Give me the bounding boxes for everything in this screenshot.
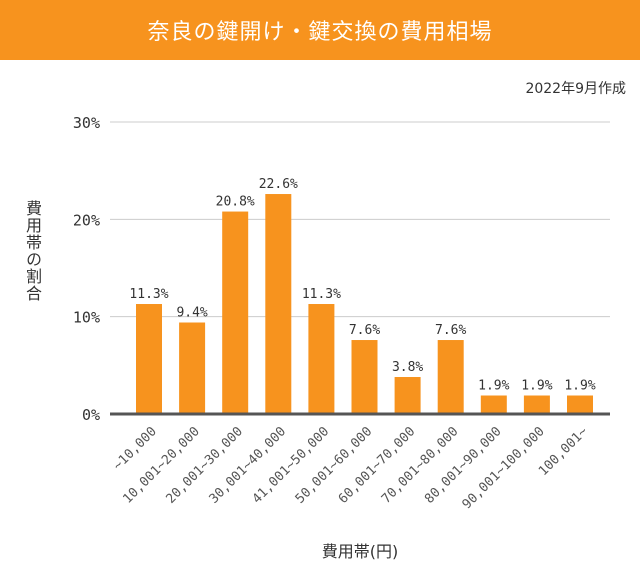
y-axis-label: 費用帯の割合 bbox=[23, 200, 42, 302]
data-label: 11.3% bbox=[129, 287, 168, 302]
data-label: 9.4% bbox=[176, 306, 207, 321]
x-tick-label: 60,001~70,000 bbox=[336, 424, 419, 507]
x-tick-label: 30,001~40,000 bbox=[207, 424, 290, 507]
data-label: 7.6% bbox=[435, 323, 466, 338]
bar bbox=[394, 377, 421, 414]
x-tick-label: 41,001~50,000 bbox=[250, 424, 333, 507]
data-label: 1.9% bbox=[478, 379, 509, 394]
y-tick-label: 20% bbox=[73, 211, 100, 229]
data-label: 7.6% bbox=[349, 323, 380, 338]
data-label: 20.8% bbox=[216, 195, 255, 210]
bar bbox=[523, 395, 550, 414]
bar bbox=[136, 304, 162, 414]
x-tick-label: 20,001~30,000 bbox=[163, 424, 246, 507]
x-tick-label: 70,001~80,000 bbox=[379, 424, 462, 507]
data-label: 22.6% bbox=[259, 177, 298, 192]
y-tick-label: 0% bbox=[82, 406, 100, 424]
bar bbox=[351, 340, 378, 414]
bar bbox=[222, 211, 249, 414]
chart-subtitle: 2022年9月作成 bbox=[525, 81, 626, 97]
x-tick-label: 80,001~90,000 bbox=[422, 424, 505, 507]
bar bbox=[265, 194, 292, 414]
bar bbox=[567, 395, 593, 414]
bar bbox=[437, 340, 464, 414]
y-tick-label: 10% bbox=[73, 309, 100, 327]
bar bbox=[179, 322, 206, 414]
data-label: 1.9% bbox=[521, 379, 552, 394]
data-label: 3.8% bbox=[392, 360, 423, 375]
data-label: 11.3% bbox=[302, 287, 341, 302]
x-axis-label: 費用帯(円) bbox=[322, 542, 399, 561]
chart-title: 奈良の鍵開け・鍵交換の費用相場 bbox=[0, 0, 640, 60]
y-tick-label: 30% bbox=[73, 114, 100, 132]
x-tick-label: 10,001~20,000 bbox=[120, 424, 203, 507]
bar bbox=[480, 395, 507, 414]
bar bbox=[308, 304, 335, 414]
x-tick-label: 50,001~60,000 bbox=[293, 424, 376, 507]
x-tick-label: 90,001~100,000 bbox=[460, 424, 548, 512]
data-label: 1.9% bbox=[564, 379, 595, 394]
